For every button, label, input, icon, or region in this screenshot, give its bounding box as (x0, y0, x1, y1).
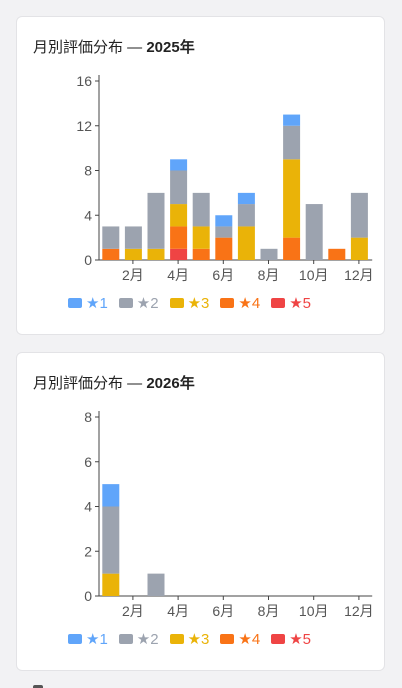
chart-legend: ★1 ★2 ★3 ★4 ★5 (68, 630, 322, 648)
bar-segment-12月-★2 (350, 192, 368, 238)
legend-item: ★4 (220, 630, 260, 648)
x-tick-label: 12月 (344, 267, 374, 283)
x-tick-label: 2月 (122, 603, 144, 619)
bar-segment-6月-★2 (215, 226, 233, 238)
legend-swatch (118, 298, 133, 308)
x-tick-label: 2月 (122, 267, 144, 283)
bar-segment-6月-★4 (215, 237, 233, 260)
legend-swatch (169, 298, 184, 308)
bar-segment-11月-★4 (328, 248, 346, 260)
legend-item: ★1 (68, 294, 108, 312)
x-tick-label: 6月 (212, 603, 234, 619)
bar-segment-2月-★2 (124, 226, 142, 249)
legend-label: ★2 (136, 295, 159, 312)
legend-item: ★4 (220, 294, 260, 312)
legend-item: ★1 (68, 630, 108, 648)
legend-swatch (118, 634, 133, 644)
legend-label: ★5 (289, 295, 311, 312)
bar-segment-12月-★3 (350, 237, 368, 260)
bar-segment-9月-★2 (283, 125, 301, 160)
legend-swatch (220, 634, 235, 644)
bar-segment-1月-★3 (102, 573, 120, 596)
bar-segment-9月-★3 (283, 159, 301, 238)
legend-item: ★3 (169, 294, 210, 312)
y-tick-label: 8 (84, 163, 92, 179)
y-tick-label: 4 (84, 499, 92, 515)
legend-item: ★3 (169, 630, 210, 648)
legend-swatch (169, 634, 184, 644)
bar-segment-3月-★2 (147, 192, 165, 249)
x-tick-label: 8月 (258, 603, 280, 619)
bar-segment-9月-★4 (283, 237, 301, 260)
chart-title: 月別評価分布 — 2026年 (33, 372, 195, 393)
chart-title-prefix: 月別評価分布 — (33, 375, 147, 392)
bar-segment-7月-★1 (237, 192, 255, 205)
bar-segment-10月-★2 (305, 204, 323, 260)
legend-label: ★3 (187, 631, 210, 648)
stacked-bar-chart-2026: 0 2 4 6 8 2月 4月 6月 8月 10月 12月 (84, 409, 374, 619)
x-tick-label: 8月 (258, 267, 280, 283)
x-tick-label: 12月 (344, 603, 374, 619)
x-tick-label: 6月 (212, 267, 234, 283)
y-tick-label: 12 (76, 118, 92, 134)
legend-swatch (220, 298, 235, 308)
legend-label: ★4 (238, 631, 261, 648)
bar-segment-3月-★3 (147, 248, 165, 260)
legend-swatch (271, 298, 286, 308)
chart-card-2026: 月別評価分布 — 2026年 0 2 4 6 8 2月 4月 6月 8月 10月 12月 ★1 ★2 ★… (16, 352, 385, 671)
bar-segment-5月-★2 (192, 192, 210, 227)
bar-segment-9月-★1 (283, 114, 301, 126)
bar-segment-4月-★3 (170, 204, 188, 227)
next-card-edge (33, 685, 43, 688)
y-tick-label: 8 (84, 409, 92, 425)
bar-segment-4月-★4 (170, 226, 188, 249)
chart-title-year: 2025年 (146, 39, 195, 56)
bar-segment-7月-★2 (237, 204, 255, 227)
bar-segment-3月-★2 (147, 573, 165, 596)
legend-label: ★4 (238, 295, 261, 312)
legend-label: ★5 (289, 631, 311, 648)
bar-segment-1月-★2 (102, 226, 120, 249)
x-tick-label: 10月 (299, 267, 329, 283)
x-tick-label: 4月 (167, 267, 189, 283)
bar-segment-4月-★2 (170, 170, 188, 205)
legend-swatch (68, 634, 82, 644)
legend-item: ★5 (271, 630, 311, 648)
y-tick-label: 2 (84, 543, 92, 559)
legend-swatch (68, 298, 82, 308)
legend-label: ★3 (187, 295, 210, 312)
stacked-bar-chart-2025: 0 4 8 12 16 2月 4月 6月 8月 10月 12月 (76, 73, 374, 283)
bar-segment-7月-★3 (237, 226, 255, 260)
chart-title-prefix: 月別評価分布 — (33, 39, 147, 56)
bar-segment-2月-★3 (124, 248, 142, 260)
legend-swatch (271, 634, 286, 644)
bar-segment-8月-★2 (260, 248, 278, 260)
bar-segment-6月-★1 (215, 215, 233, 227)
y-tick-label: 4 (84, 207, 92, 223)
chart-title-year: 2026年 (146, 375, 195, 392)
bar-segment-1月-★2 (102, 506, 120, 574)
y-tick-label: 0 (84, 252, 92, 268)
bar-segment-5月-★3 (192, 226, 210, 249)
chart-legend: ★1 ★2 ★3 ★4 ★5 (68, 294, 322, 312)
x-tick-label: 10月 (299, 603, 329, 619)
legend-label: ★1 (86, 295, 108, 312)
legend-item: ★5 (271, 294, 311, 312)
chart-card-2025: 月別評価分布 — 2025年 0 4 8 12 16 2月 4月 6月 8月 10月 12月 ★1 ★… (16, 16, 385, 335)
bar-segment-4月-★5 (170, 248, 188, 260)
y-tick-label: 6 (84, 454, 92, 470)
y-tick-label: 0 (84, 588, 92, 604)
bar-segment-1月-★4 (102, 248, 120, 260)
bar-segment-5月-★4 (192, 248, 210, 260)
y-tick-label: 16 (76, 73, 92, 89)
chart-title: 月別評価分布 — 2025年 (33, 36, 195, 57)
x-tick-label: 4月 (167, 603, 189, 619)
legend-item: ★2 (118, 294, 159, 312)
legend-label: ★2 (136, 631, 159, 648)
legend-label: ★1 (86, 631, 108, 648)
legend-item: ★2 (118, 630, 159, 648)
bar-segment-4月-★1 (170, 159, 188, 171)
bar-segment-1月-★1 (102, 484, 120, 507)
